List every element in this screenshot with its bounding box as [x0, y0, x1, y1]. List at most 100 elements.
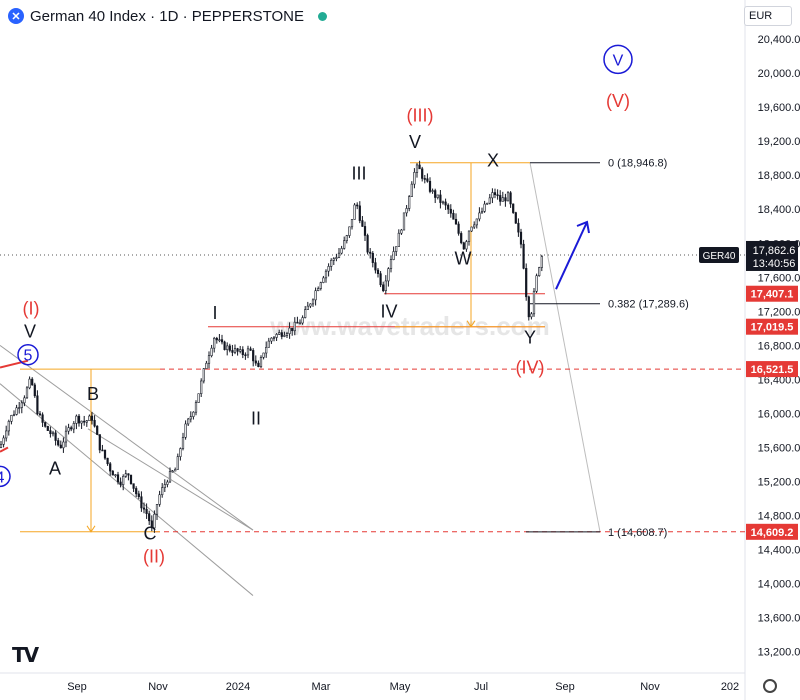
annotations-layer: 0 (18,946.8) 0.382 (17,289.6) 1 (14,608.7)	[0, 158, 745, 596]
wave-label: C	[144, 523, 157, 543]
wave-circle	[17, 343, 39, 366]
x-symbol-icon[interactable]: ✕	[8, 8, 24, 24]
candle-body	[124, 473, 127, 477]
candle-body	[288, 327, 291, 334]
y-tick-label: 18,800.0	[758, 170, 800, 182]
candle-body	[467, 230, 471, 242]
candle-body	[376, 269, 380, 274]
wave-label: Y	[524, 328, 536, 348]
candle-body	[10, 415, 13, 422]
candle-body	[410, 183, 413, 197]
candle-body	[475, 218, 478, 226]
candle-body	[166, 481, 169, 485]
candle-body	[395, 246, 398, 252]
candle-body	[189, 416, 192, 420]
settings-gear-icon[interactable]	[763, 679, 777, 693]
price-labels-layer: GER40 17,862.613:40:56 17,407.1 17,019.5 16,…	[699, 240, 798, 540]
chart-header: ✕ German 40 Index · 1D · PEPPERSTONE	[8, 5, 327, 27]
candle-body	[25, 387, 29, 399]
candle-body	[205, 362, 208, 369]
candle-body	[257, 362, 260, 368]
candle-body	[142, 507, 146, 510]
candle-body	[187, 418, 190, 425]
candle-body	[384, 280, 387, 292]
candle-body	[301, 317, 304, 324]
channel-line	[0, 383, 254, 596]
candle-body	[33, 384, 36, 397]
candle-body	[12, 414, 16, 416]
candle-body	[280, 332, 283, 337]
candle-body	[418, 164, 421, 170]
candle-body	[353, 204, 356, 220]
y-tick-label: 16,800.0	[758, 340, 800, 352]
candle-body	[267, 340, 270, 348]
candle-body	[262, 352, 265, 358]
candle-body	[244, 354, 247, 357]
candle-body	[496, 194, 499, 197]
candle-body	[470, 226, 473, 232]
level-price-tag	[746, 318, 798, 335]
candle-body	[140, 496, 143, 509]
candle-body	[506, 192, 510, 202]
currency-selector[interactable]: EUR	[744, 6, 792, 26]
candle-body	[210, 347, 213, 356]
level-price-text: 17,407.1	[751, 289, 794, 301]
y-tick-label: 16,400.0	[758, 374, 800, 386]
x-tick-label: Sep	[67, 681, 87, 693]
candle-body	[538, 267, 541, 277]
candle-body	[509, 192, 512, 205]
candle-body	[452, 212, 455, 220]
y-tick-label: 13,600.0	[758, 613, 800, 625]
y-tick-label: 17,200.0	[758, 306, 800, 318]
candle-body	[194, 402, 198, 413]
candle-body	[132, 483, 135, 489]
candle-body	[293, 321, 296, 332]
candle-body	[527, 296, 530, 318]
candle-body	[38, 413, 42, 416]
candle-body	[512, 203, 515, 213]
candle-body	[226, 345, 229, 350]
candle-body	[392, 251, 395, 260]
candle-body	[491, 192, 494, 199]
x-tick-label: 2024	[226, 681, 250, 693]
candle-body	[324, 270, 328, 279]
candle-body	[85, 420, 88, 423]
candle-body	[18, 407, 21, 409]
candle-body	[356, 204, 359, 207]
level-price-text: 17,019.5	[751, 322, 794, 334]
candle-body	[93, 420, 96, 427]
candle-body	[46, 426, 49, 431]
projection-arrowhead	[576, 220, 590, 234]
y-tick-label: 20,000.0	[758, 68, 800, 80]
candle-body	[174, 469, 177, 472]
candle-body	[184, 423, 187, 438]
candle-body	[460, 233, 463, 244]
wave-label: V	[24, 322, 36, 342]
candle-body	[314, 290, 317, 301]
fib-label: 0 (18,946.8)	[608, 158, 667, 170]
candle-body	[311, 299, 315, 305]
candle-body	[439, 194, 442, 203]
candle-body	[202, 368, 205, 382]
wave-label: (V)	[606, 91, 630, 111]
candle-body	[413, 172, 416, 185]
candle-body	[236, 348, 239, 352]
y-tick-label: 14,800.0	[758, 511, 800, 523]
candle-body	[332, 258, 335, 261]
candle-body	[200, 380, 203, 394]
candle-body	[51, 432, 55, 435]
wave-label: V	[613, 52, 624, 69]
candle-body	[525, 268, 528, 298]
last-price-value: 17,862.6	[753, 245, 796, 257]
candle-body	[103, 449, 107, 459]
candle-body	[278, 332, 281, 335]
candle-body	[137, 493, 140, 498]
y-tick-label: 15,200.0	[758, 477, 800, 489]
candle-body	[457, 223, 460, 234]
candle-body	[363, 226, 367, 236]
candle-body	[275, 334, 278, 338]
level-price-text: 16,521.5	[751, 364, 794, 376]
candle-body	[462, 242, 465, 250]
candle-body	[426, 178, 429, 182]
candle-body	[36, 395, 39, 415]
